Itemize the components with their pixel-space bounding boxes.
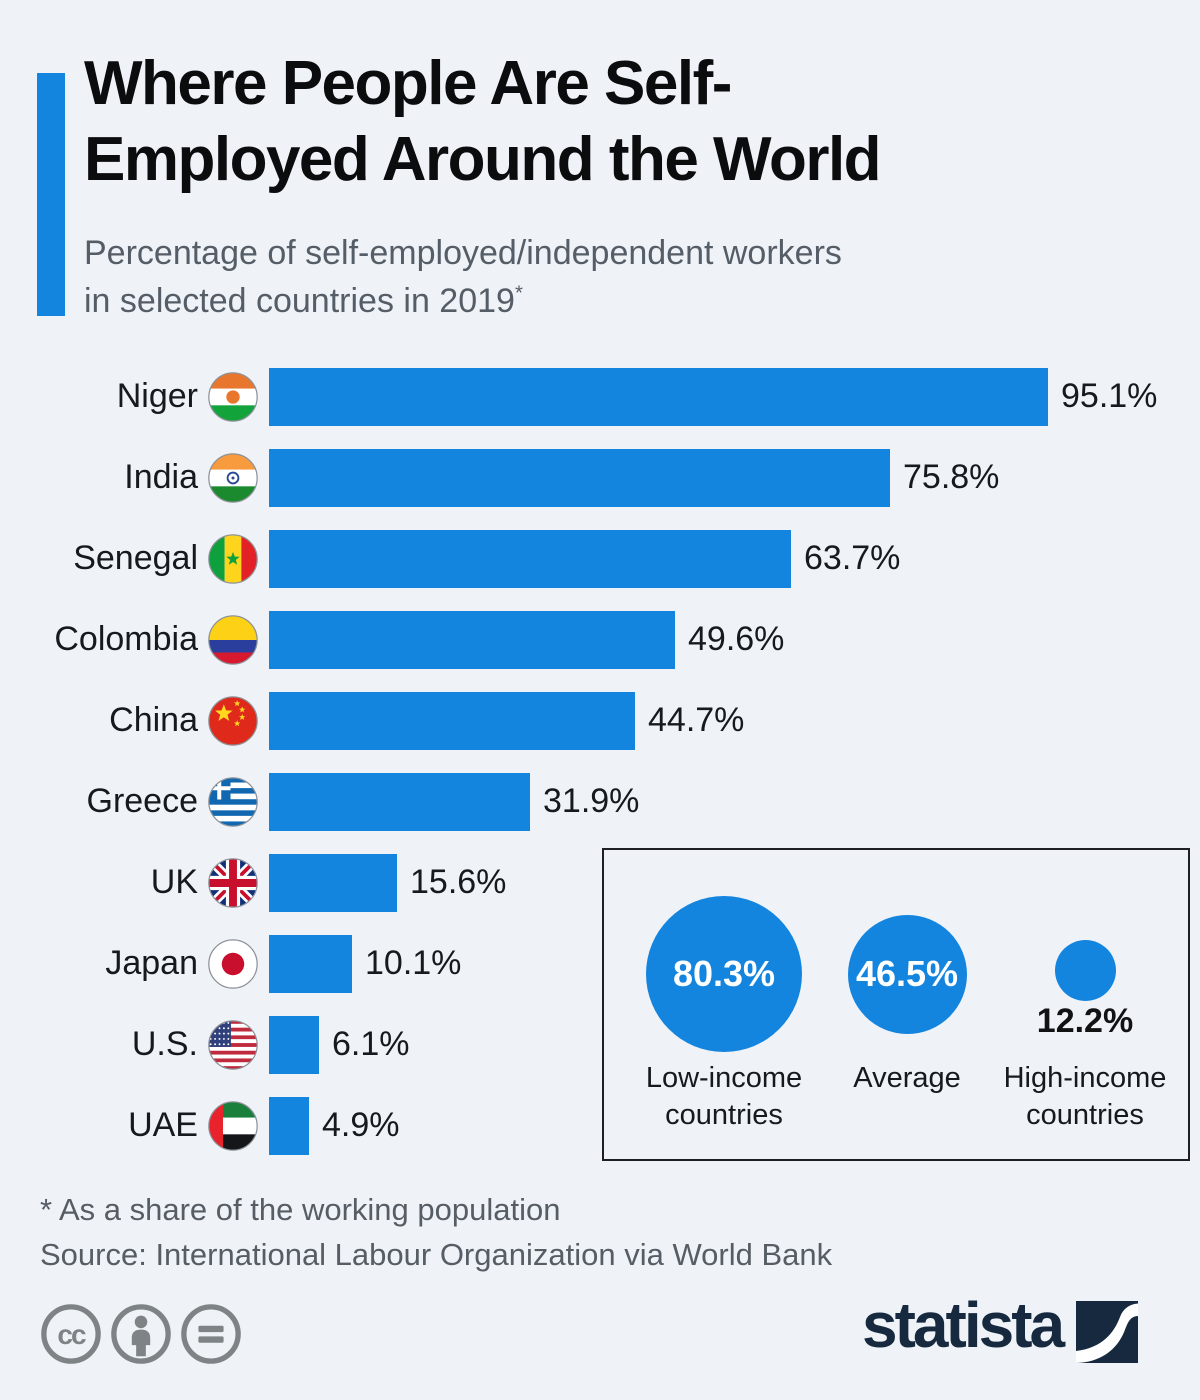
value-bar bbox=[269, 367, 1048, 426]
bubble: 46.5% bbox=[847, 914, 967, 1034]
country-label: UK bbox=[150, 863, 198, 901]
chart-subtitle: Percentage of self-employed/independent … bbox=[84, 230, 842, 325]
greece-flag-icon bbox=[208, 776, 258, 827]
value-label: 63.7% bbox=[804, 539, 901, 577]
country-label: China bbox=[109, 701, 198, 739]
value-label: 44.7% bbox=[648, 701, 745, 739]
bubble-label: Average bbox=[853, 1062, 961, 1094]
bar-row: UAE 4.9% bbox=[40, 1085, 1190, 1166]
japan-flag-icon bbox=[208, 938, 258, 989]
bubble-label: Low-income countries bbox=[645, 1062, 803, 1132]
value-label: 31.9% bbox=[543, 782, 640, 820]
value-bar bbox=[269, 1015, 319, 1074]
value-label: 49.6% bbox=[688, 620, 785, 658]
statista-logo-mark bbox=[1076, 1301, 1139, 1363]
chart-subtitle-line2: in selected countries in 2019 bbox=[84, 281, 515, 320]
bar-row: China 44.7% bbox=[40, 680, 1190, 761]
statista-wordmark: statista bbox=[862, 1289, 1065, 1361]
value-label: 6.1% bbox=[332, 1025, 410, 1063]
country-label: Senegal bbox=[73, 539, 198, 577]
statista-logo[interactable]: statista bbox=[862, 1289, 1139, 1363]
country-label: Japan bbox=[105, 944, 198, 982]
us-flag-icon bbox=[208, 1019, 258, 1070]
title-accent-bar bbox=[37, 73, 65, 316]
bubble-value-label: 12.2% bbox=[1036, 1002, 1134, 1040]
country-label: Niger bbox=[116, 377, 198, 415]
svg-text:cc: cc bbox=[57, 1319, 86, 1350]
country-label: Greece bbox=[86, 782, 199, 820]
equals-icon[interactable] bbox=[180, 1303, 242, 1365]
bar-row: Niger 95.1% bbox=[40, 356, 1190, 437]
uae-flag-icon bbox=[208, 1100, 258, 1151]
value-bar bbox=[269, 1096, 309, 1155]
page-title-line1: Where People Are Self- bbox=[84, 49, 732, 118]
india-flag-icon bbox=[208, 452, 258, 503]
senegal-flag-icon bbox=[208, 533, 258, 584]
uk-flag-icon bbox=[208, 857, 258, 908]
country-label: India bbox=[124, 458, 198, 496]
bar-row: Japan 10.1% bbox=[40, 923, 1190, 1004]
footnote-marker: * bbox=[514, 282, 523, 305]
chart-subtitle-line1: Percentage of self-employed/independent … bbox=[84, 234, 842, 272]
colombia-flag-icon bbox=[208, 614, 258, 665]
value-label: 10.1% bbox=[365, 944, 462, 982]
page-title: Where People Are Self- Employed Around th… bbox=[84, 46, 882, 197]
bar-row: Colombia 49.6% bbox=[40, 599, 1190, 680]
value-label: 95.1% bbox=[1061, 377, 1158, 415]
bar-row: India 75.8% bbox=[40, 437, 1190, 518]
china-flag-icon bbox=[208, 695, 258, 746]
value-bar bbox=[269, 448, 890, 507]
value-label: 75.8% bbox=[903, 458, 1000, 496]
bubble-inset-panel: 80.3% Low-income countries 46.5% Average 12.2… bbox=[602, 848, 1190, 1161]
value-bar bbox=[269, 772, 530, 831]
value-bar bbox=[269, 853, 397, 912]
country-label: Colombia bbox=[54, 620, 198, 658]
niger-flag-icon bbox=[208, 371, 258, 422]
bar-row: Senegal 63.7% bbox=[40, 518, 1190, 599]
bubble bbox=[1054, 939, 1116, 1001]
license-icon-row: cc bbox=[40, 1303, 242, 1365]
bubble-label: High-income countries bbox=[1003, 1062, 1167, 1132]
value-bar bbox=[269, 610, 675, 669]
page-title-line2: Employed Around the World bbox=[84, 124, 882, 194]
value-label: 4.9% bbox=[322, 1106, 400, 1144]
country-label: U.S. bbox=[131, 1025, 198, 1063]
country-label: UAE bbox=[128, 1106, 198, 1144]
bubble: 80.3% bbox=[646, 896, 802, 1052]
value-bar bbox=[269, 934, 352, 993]
value-label: 15.6% bbox=[410, 863, 507, 901]
attribution-icon[interactable] bbox=[110, 1303, 172, 1365]
bubble-value-label: 46.5% bbox=[855, 953, 959, 994]
bar-row: UK 15.6% bbox=[40, 842, 1190, 923]
source-line: Source: International Labour Organizatio… bbox=[40, 1237, 833, 1272]
bubble-value-label: 80.3% bbox=[672, 953, 776, 994]
bar-row: Greece 31.9% bbox=[40, 761, 1190, 842]
value-bar bbox=[269, 691, 635, 750]
bar-row: U.S. 6.1% bbox=[40, 1004, 1190, 1085]
value-bar bbox=[269, 529, 791, 588]
bar-chart: Niger 95.1% India 75.8% Senegal 63.7% Colom… bbox=[40, 356, 1190, 1166]
footnote: * As a share of the working population bbox=[40, 1192, 561, 1227]
cc-icon[interactable]: cc bbox=[40, 1303, 102, 1365]
